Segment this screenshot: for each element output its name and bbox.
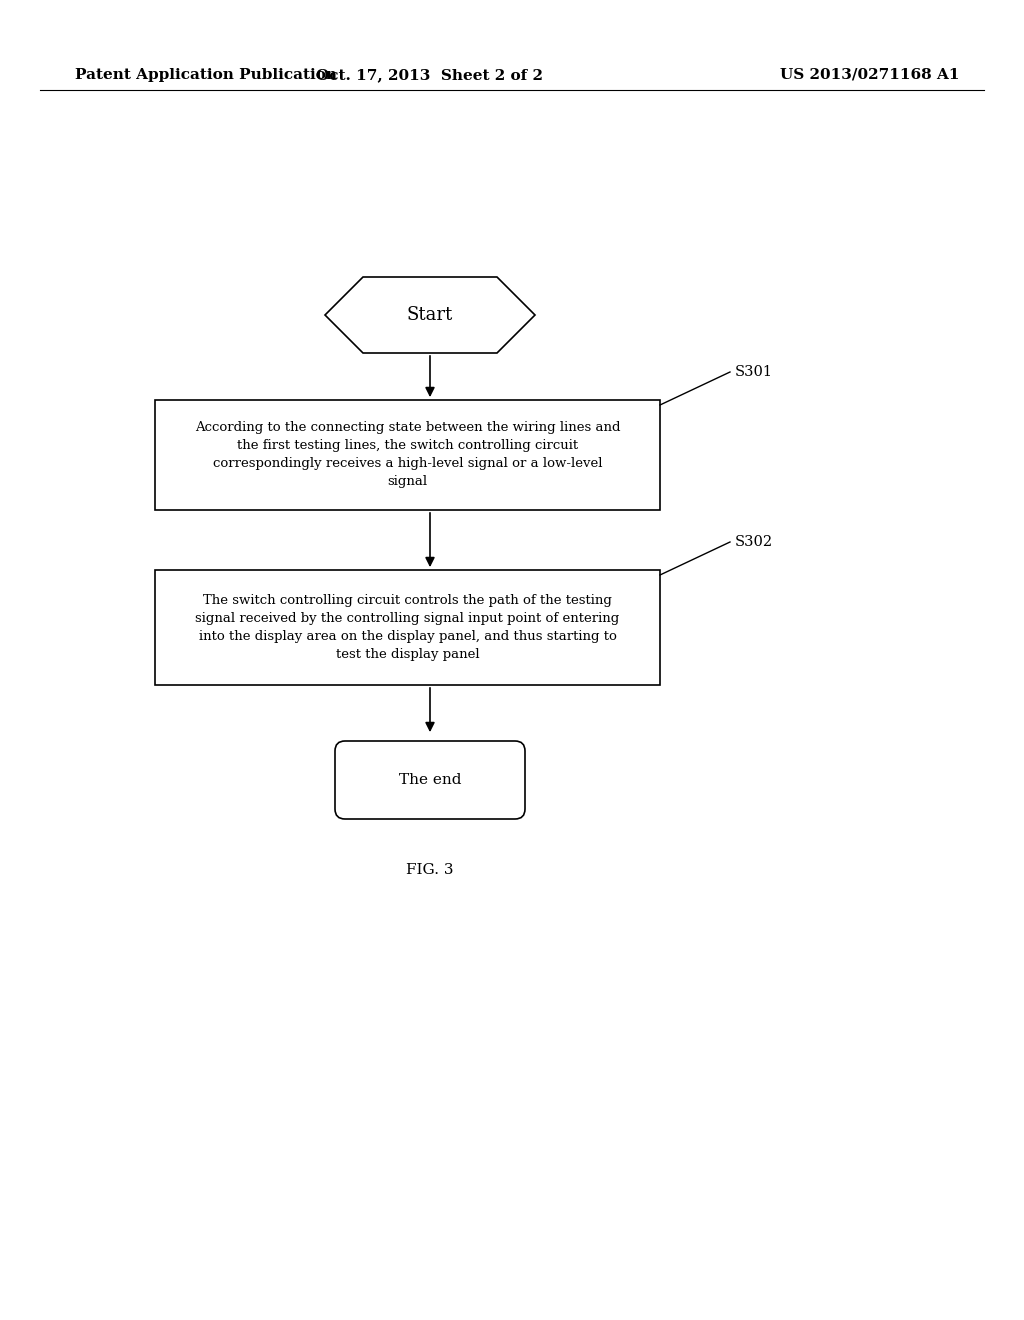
Text: US 2013/0271168 A1: US 2013/0271168 A1 <box>780 69 959 82</box>
Text: S301: S301 <box>735 366 773 379</box>
FancyBboxPatch shape <box>155 400 660 510</box>
Text: The switch controlling circuit controls the path of the testing
signal received : The switch controlling circuit controls … <box>196 594 620 661</box>
Text: FIG. 3: FIG. 3 <box>407 863 454 876</box>
Polygon shape <box>325 277 535 352</box>
Text: Patent Application Publication: Patent Application Publication <box>75 69 337 82</box>
Text: Oct. 17, 2013  Sheet 2 of 2: Oct. 17, 2013 Sheet 2 of 2 <box>316 69 544 82</box>
Text: According to the connecting state between the wiring lines and
the first testing: According to the connecting state betwee… <box>195 421 621 488</box>
FancyBboxPatch shape <box>335 741 525 818</box>
Text: The end: The end <box>398 774 461 787</box>
FancyBboxPatch shape <box>155 570 660 685</box>
Text: Start: Start <box>407 306 454 323</box>
Text: S302: S302 <box>735 535 773 549</box>
